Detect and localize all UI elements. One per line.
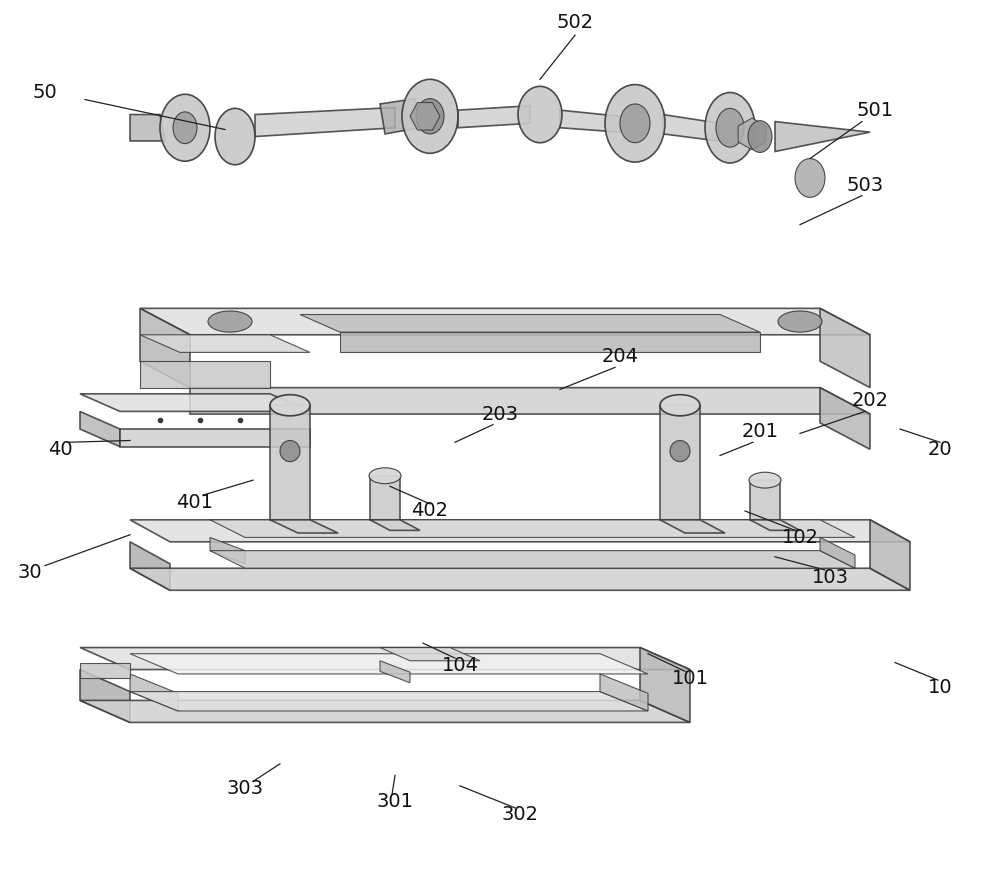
Ellipse shape (795, 159, 825, 197)
Polygon shape (750, 480, 780, 520)
Polygon shape (210, 537, 245, 564)
Ellipse shape (749, 472, 781, 488)
Text: 202: 202 (852, 391, 889, 411)
Polygon shape (820, 388, 870, 449)
Polygon shape (210, 520, 855, 537)
Ellipse shape (778, 311, 822, 332)
Polygon shape (340, 332, 760, 352)
Polygon shape (663, 115, 720, 141)
Polygon shape (140, 308, 870, 335)
Text: 103: 103 (812, 567, 848, 587)
Text: 30: 30 (18, 563, 42, 582)
Polygon shape (370, 520, 420, 530)
Polygon shape (190, 388, 870, 414)
Polygon shape (660, 520, 725, 533)
Text: 101: 101 (672, 669, 708, 688)
Ellipse shape (369, 468, 401, 484)
Polygon shape (80, 663, 130, 678)
Text: 50: 50 (33, 83, 57, 102)
Ellipse shape (270, 395, 310, 416)
Text: 402: 402 (412, 501, 448, 521)
Polygon shape (130, 692, 648, 711)
Polygon shape (820, 308, 870, 388)
Text: 401: 401 (176, 492, 214, 512)
Polygon shape (140, 361, 270, 388)
Ellipse shape (280, 440, 300, 462)
Polygon shape (660, 405, 700, 520)
Polygon shape (738, 118, 766, 150)
Polygon shape (80, 411, 120, 447)
Text: 204: 204 (602, 347, 639, 366)
Polygon shape (80, 394, 310, 411)
Polygon shape (80, 648, 690, 670)
Polygon shape (870, 520, 910, 590)
Text: 102: 102 (782, 528, 818, 547)
Polygon shape (255, 107, 395, 137)
Text: 501: 501 (856, 100, 894, 120)
Polygon shape (130, 542, 170, 590)
Ellipse shape (402, 79, 458, 153)
Polygon shape (600, 674, 648, 711)
Polygon shape (270, 520, 338, 533)
Ellipse shape (716, 108, 744, 147)
Text: 203: 203 (482, 404, 518, 424)
Polygon shape (380, 648, 480, 661)
Ellipse shape (705, 93, 755, 163)
Text: 301: 301 (376, 792, 414, 811)
Ellipse shape (605, 85, 665, 162)
Polygon shape (130, 115, 165, 141)
Polygon shape (120, 429, 310, 447)
Text: 302: 302 (502, 805, 538, 825)
Polygon shape (130, 520, 910, 542)
Polygon shape (130, 568, 910, 590)
Ellipse shape (416, 99, 444, 134)
Ellipse shape (173, 112, 197, 144)
Polygon shape (380, 99, 420, 134)
Polygon shape (130, 674, 178, 711)
Text: 104: 104 (442, 655, 479, 675)
Polygon shape (370, 476, 400, 520)
Ellipse shape (748, 121, 772, 152)
Polygon shape (410, 102, 440, 130)
Text: 303: 303 (226, 779, 264, 798)
Polygon shape (640, 648, 690, 722)
Ellipse shape (160, 94, 210, 161)
Polygon shape (560, 110, 620, 132)
Polygon shape (130, 654, 648, 674)
Polygon shape (775, 122, 870, 152)
Polygon shape (210, 551, 855, 568)
Text: 10: 10 (928, 677, 952, 697)
Ellipse shape (660, 395, 700, 416)
Text: 20: 20 (928, 440, 952, 459)
Ellipse shape (670, 440, 690, 462)
Polygon shape (380, 661, 410, 683)
Text: 502: 502 (556, 12, 594, 32)
Ellipse shape (215, 108, 255, 165)
Polygon shape (80, 700, 690, 722)
Polygon shape (750, 520, 800, 530)
Polygon shape (140, 308, 190, 388)
Polygon shape (80, 670, 130, 722)
Ellipse shape (208, 311, 252, 332)
Polygon shape (300, 315, 760, 332)
Ellipse shape (620, 104, 650, 143)
Text: 201: 201 (742, 422, 778, 441)
Text: 503: 503 (846, 175, 884, 195)
Polygon shape (820, 537, 855, 568)
Polygon shape (270, 405, 310, 520)
Polygon shape (458, 106, 530, 128)
Text: 40: 40 (48, 440, 72, 459)
Ellipse shape (518, 86, 562, 143)
Polygon shape (140, 335, 310, 352)
